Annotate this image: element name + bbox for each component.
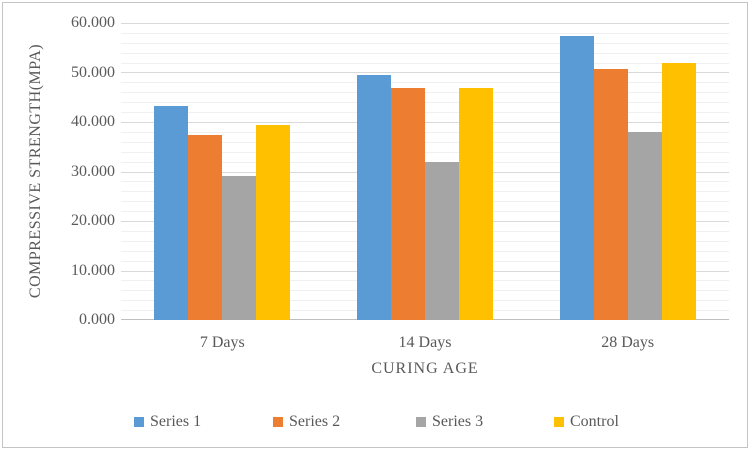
- bar-series-3-28-days: [627, 131, 662, 320]
- chart-figure: COMPRESSIVE STRENGTH(MPA) 60.000 50.000 40…: [2, 2, 748, 448]
- minor-gridline-58: [121, 33, 729, 34]
- legend-label-series-3: Series 3: [432, 413, 484, 430]
- plot-area: [121, 23, 729, 320]
- minor-gridline-46: [121, 92, 729, 93]
- y-tick-label-50: 50.000: [71, 63, 115, 81]
- legend-marker-icon-series-2: [273, 417, 283, 427]
- minor-gridline-42: [121, 112, 729, 113]
- major-gridline-50: [121, 72, 729, 73]
- bar-series-2-7-days: [188, 135, 223, 320]
- bar-control-28-days: [661, 62, 696, 320]
- bar-group-28-days: [559, 36, 696, 320]
- legend-marker-icon-control: [554, 417, 564, 427]
- legend-label-series-2: Series 2: [289, 413, 341, 430]
- legend-item-series-1: Series 1: [134, 411, 201, 433]
- major-gridline-40: [121, 122, 729, 123]
- y-tick-label-60: 60.000: [71, 14, 115, 31]
- y-tick-label-10: 10.000: [71, 261, 115, 279]
- legend-label-control: Control: [570, 413, 619, 430]
- bar-series-1-14-days: [357, 74, 391, 320]
- y-tick-label-0: 0.000: [79, 311, 115, 328]
- y-tick-label-40: 40.000: [71, 113, 115, 130]
- bar-control-7-days: [256, 124, 291, 320]
- minor-gridline-36: [121, 142, 729, 143]
- x-category-label-7-days: 7 Days: [199, 334, 245, 351]
- major-gridline-60: [121, 23, 729, 24]
- legend-item-series-2: Series 2: [273, 411, 340, 433]
- minor-gridline-52: [121, 63, 729, 64]
- bar-control-14-days: [459, 87, 493, 320]
- legend-label-series-1: Series 1: [150, 413, 202, 430]
- bar-series-2-28-days: [593, 68, 628, 320]
- legend: Series 1 Series 2 Series 3 Control: [3, 411, 747, 435]
- bar-series-1-7-days: [154, 106, 189, 320]
- bar-series-3-14-days: [425, 161, 459, 320]
- legend-marker-icon-series-1: [134, 417, 144, 427]
- minor-gridline-54: [121, 53, 729, 54]
- minor-gridline-38: [121, 132, 729, 133]
- bar-group-14-days: [357, 74, 493, 320]
- bar-series-3-7-days: [222, 176, 257, 320]
- minor-gridline-48: [121, 82, 729, 83]
- minor-gridline-56: [121, 43, 729, 44]
- bar-series-2-14-days: [391, 87, 425, 320]
- y-tick-label-30: 30.000: [71, 162, 115, 180]
- minor-gridline-44: [121, 102, 729, 103]
- bar-series-1-28-days: [559, 36, 594, 320]
- x-category-label-28-days: 28 Days: [601, 334, 655, 351]
- minor-gridline-34: [121, 152, 729, 153]
- legend-item-series-3: Series 3: [416, 411, 483, 433]
- x-axis-title: CURING AGE: [371, 360, 479, 377]
- x-category-label-14-days: 14 Days: [398, 334, 452, 351]
- legend-item-control: Control: [554, 411, 619, 433]
- y-tick-label-20: 20.000: [71, 212, 115, 229]
- legend-marker-icon-series-3: [416, 417, 426, 427]
- bar-group-7-days: [154, 106, 291, 320]
